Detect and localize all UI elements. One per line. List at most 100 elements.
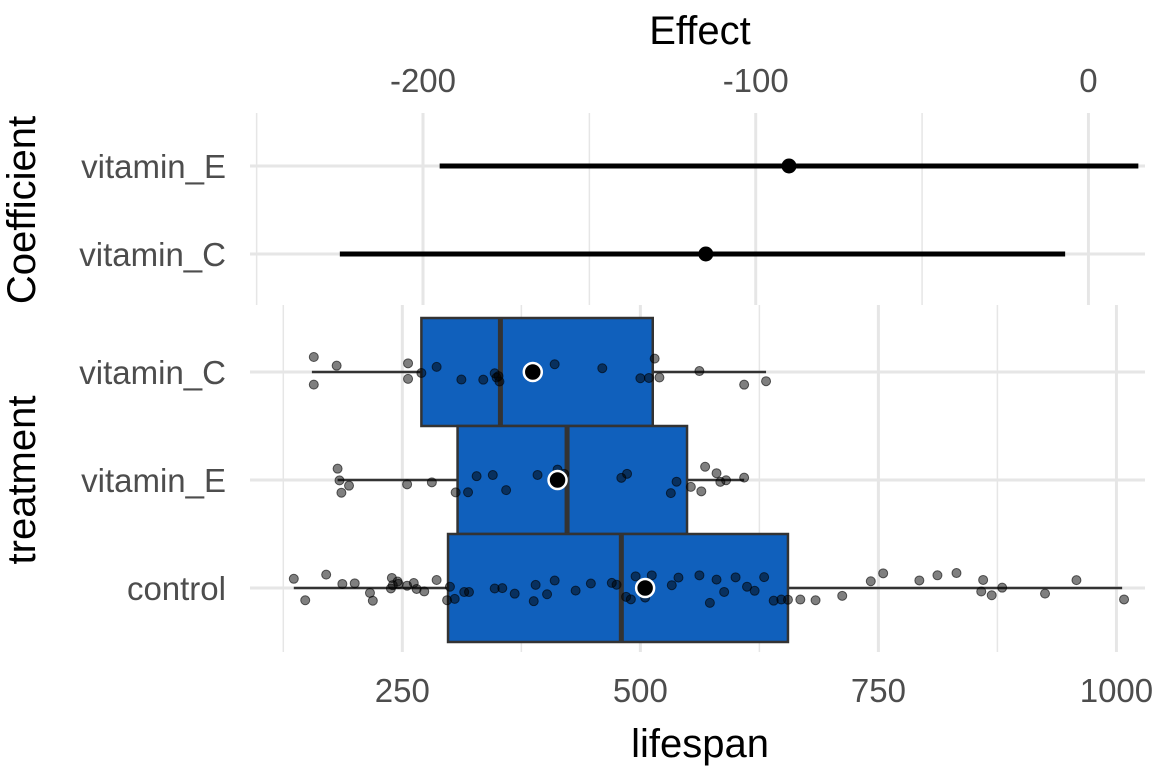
data-point: [932, 570, 943, 581]
data-point: [501, 485, 512, 496]
data-point: [865, 576, 876, 587]
data-point: [450, 487, 461, 498]
data-point: [456, 374, 467, 385]
coefficient-axis-title: Coefficient: [0, 116, 44, 304]
data-point: [719, 586, 730, 597]
data-point: [622, 468, 633, 479]
data-point: [666, 580, 677, 591]
data-point: [528, 596, 539, 607]
data-point: [810, 595, 821, 606]
data-point: [711, 468, 722, 479]
data-point: [349, 578, 360, 589]
data-point: [393, 578, 404, 589]
treatment-marks: [288, 316, 1130, 644]
data-point: [597, 363, 608, 374]
data-point: [914, 575, 925, 586]
data-point: [976, 586, 987, 597]
treatment-axis-title: treatment: [0, 396, 44, 565]
data-point: [630, 571, 641, 582]
coefficient-label: vitamin_E: [81, 148, 226, 185]
data-point: [344, 480, 355, 491]
data-point: [530, 579, 541, 590]
data-point: [1119, 594, 1130, 605]
data-point: [497, 583, 508, 594]
data-point: [654, 372, 665, 383]
data-point: [704, 597, 715, 608]
data-point: [308, 352, 319, 363]
data-point: [795, 594, 806, 605]
data-point: [487, 470, 498, 481]
data-point: [759, 572, 770, 583]
data-point: [665, 488, 676, 499]
data-point: [1071, 575, 1082, 586]
data-point: [694, 366, 705, 377]
data-point: [782, 594, 793, 605]
effect-tick-label: -100: [723, 62, 789, 99]
data-point: [321, 569, 332, 580]
point-estimate: [781, 158, 797, 174]
effect-tick-label: -200: [390, 62, 456, 99]
data-point: [585, 578, 596, 589]
data-point: [478, 374, 489, 385]
data-point: [749, 585, 760, 596]
data-point: [337, 578, 348, 589]
data-point: [721, 475, 732, 486]
data-point: [494, 376, 505, 387]
data-point: [509, 588, 520, 599]
data-point: [611, 579, 622, 590]
data-point: [649, 353, 660, 364]
data-point: [532, 469, 543, 480]
data-point: [367, 595, 378, 606]
effect-axis-ticks: -200 -100 0: [390, 62, 1098, 99]
data-point: [997, 582, 1008, 593]
treatment-label: vitamin_C: [79, 354, 226, 391]
data-point: [739, 379, 750, 390]
data-point: [336, 487, 347, 498]
data-point: [685, 481, 696, 492]
lifespan-tick-label: 500: [613, 672, 668, 709]
coefficient-labels: vitamin_E vitamin_C: [79, 148, 226, 273]
data-point: [671, 476, 682, 487]
data-point: [878, 568, 889, 579]
treatment-label: vitamin_E: [81, 462, 226, 499]
coefficient-label: vitamin_C: [79, 236, 226, 273]
mean-point: [522, 361, 544, 383]
lifespan-tick-label: 750: [851, 672, 906, 709]
data-point: [549, 359, 560, 370]
data-point: [403, 358, 414, 369]
lifespan-axis-title: lifespan: [631, 722, 769, 766]
data-point: [978, 574, 989, 585]
data-point: [761, 376, 772, 387]
data-point: [444, 581, 455, 592]
effect-tick-label: 0: [1079, 62, 1097, 99]
data-point: [549, 575, 560, 586]
coefficient-marks: [339, 158, 1139, 262]
data-point: [471, 471, 482, 482]
data-point: [463, 487, 474, 498]
data-point: [332, 463, 343, 474]
data-point: [837, 590, 848, 601]
data-point: [542, 589, 553, 600]
point-estimate: [698, 246, 714, 262]
data-point: [288, 573, 299, 584]
lifespan-tick-label: 250: [375, 672, 430, 709]
data-point: [673, 572, 684, 583]
effect-axis-title: Effect: [649, 9, 751, 53]
data-point: [426, 477, 437, 488]
data-point: [635, 373, 646, 384]
data-point: [416, 367, 427, 378]
data-point: [403, 373, 414, 384]
data-point: [742, 581, 753, 592]
coefficient-grid: [250, 113, 1145, 305]
data-point: [951, 568, 962, 579]
lifespan-axis-ticks: 250 500 750 1000: [375, 672, 1152, 709]
data-point: [739, 472, 750, 483]
treatment-panel: 250 500 750 1000 vitamin_Cvitamin_Econtrol …: [0, 305, 1152, 766]
data-point: [625, 594, 636, 605]
data-point: [694, 570, 705, 581]
data-point: [402, 479, 413, 490]
data-point: [431, 574, 442, 585]
data-point: [431, 361, 442, 372]
